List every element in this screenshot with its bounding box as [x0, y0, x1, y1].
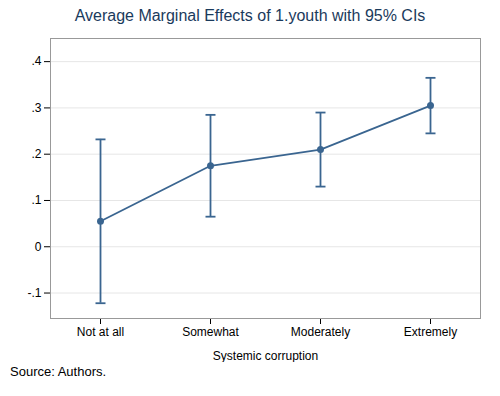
svg-text:Moderately: Moderately [291, 325, 350, 339]
html-text:Average Marginal Effects of 1.: Average Marginal Effects of 1.youth with… [74, 7, 426, 24]
svg-text:.2: .2 [31, 147, 41, 161]
svg-text:Not at all: Not at all [77, 325, 124, 339]
svg-text:Systemic corruption: Systemic corruption [213, 349, 318, 363]
svg-text:.3: .3 [31, 101, 41, 115]
svg-text:Somewhat: Somewhat [182, 325, 239, 339]
svg-text:-.1: -.1 [27, 286, 41, 300]
svg-text:.4: .4 [31, 54, 41, 68]
svg-text:.1: .1 [31, 193, 41, 207]
svg-text:0: 0 [35, 240, 42, 254]
html-text:Source: Authors.: Source: Authors. [10, 364, 107, 379]
svg-text:Extremely: Extremely [404, 325, 457, 339]
